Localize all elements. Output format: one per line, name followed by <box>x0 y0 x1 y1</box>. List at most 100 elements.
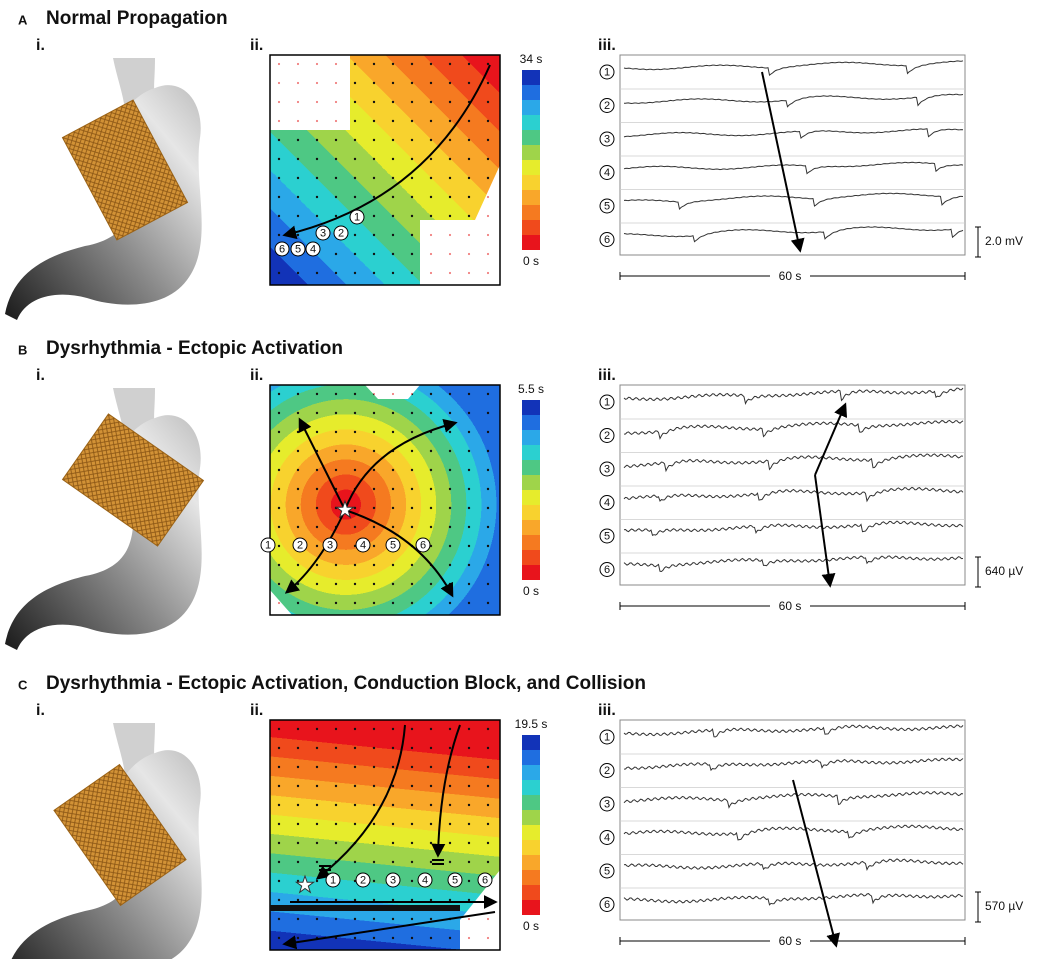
electrode-dot <box>296 860 300 864</box>
trace-propagation-arrow <box>814 474 836 588</box>
electrode-dot <box>315 803 319 807</box>
electrode-dot <box>334 176 338 180</box>
electrode-dot <box>334 157 338 161</box>
electrode-dot <box>277 879 281 883</box>
electrode-dot <box>334 138 338 142</box>
electrode-dot <box>486 601 490 605</box>
electrode-dot <box>391 100 395 104</box>
inactive-electrode <box>486 214 490 218</box>
electrode-marker <box>417 872 433 888</box>
colorbar-max: 19.5 s <box>515 717 548 731</box>
electrode-dot <box>448 176 452 180</box>
electrode-dot <box>448 563 452 567</box>
inactive-electrode <box>486 252 490 256</box>
electrode-dot <box>277 430 281 434</box>
electrode-dot <box>467 879 471 883</box>
electrode-dot <box>353 917 357 921</box>
electrode-dot <box>372 214 376 218</box>
electrode-dot <box>277 487 281 491</box>
electrode-dot <box>372 468 376 472</box>
electrode-dot <box>315 784 319 788</box>
electrode-dot <box>372 100 376 104</box>
electrode-dot <box>334 430 338 434</box>
electrode-dot <box>429 214 433 218</box>
electrode-dot <box>410 100 414 104</box>
electrode-dot <box>429 157 433 161</box>
electrode-dot <box>410 917 414 921</box>
sub-label: i. <box>36 367 45 384</box>
electrode-dot <box>296 214 300 218</box>
electrode-dot <box>391 81 395 85</box>
electrode-dot <box>296 746 300 750</box>
electrode-dot <box>353 582 357 586</box>
trace-propagation-arrow <box>814 402 848 476</box>
electrode-dot <box>315 601 319 605</box>
electrode-dot <box>353 252 357 256</box>
electrode-dot <box>315 879 319 883</box>
electrode-dot <box>315 138 319 142</box>
ectopic-pacemaker <box>294 874 316 894</box>
electrode-dot <box>467 860 471 864</box>
electrode-dot <box>391 727 395 731</box>
electrode-dot <box>334 784 338 788</box>
electrode-dot <box>429 138 433 142</box>
electrode-dot <box>486 525 490 529</box>
trace-box <box>619 719 966 921</box>
electrode-dot <box>315 860 319 864</box>
stomach-illustration <box>5 58 202 321</box>
electrode-dot <box>448 803 452 807</box>
electrode-dot <box>448 525 452 529</box>
electrode-dot <box>391 138 395 142</box>
time-label: 60 s <box>779 269 802 283</box>
inactive-electrode <box>448 271 452 275</box>
electrode-dot <box>410 195 414 199</box>
colorbar-max: 5.5 s <box>518 382 544 396</box>
electrode-dot <box>448 119 452 123</box>
sub-label: iii. <box>598 367 616 384</box>
electrode-dot <box>429 487 433 491</box>
electrode-marker <box>355 872 371 888</box>
trace-electrode-number: 4 <box>604 497 610 509</box>
electrode-dot <box>315 392 319 396</box>
electrode-dot <box>277 157 281 161</box>
electrode-dot <box>410 271 414 275</box>
electrode-dot <box>429 601 433 605</box>
electrode-dot <box>334 936 338 940</box>
electrode-dot <box>391 430 395 434</box>
electrode-dot <box>334 411 338 415</box>
trace-electrode-marker <box>599 495 615 510</box>
electrode-dot <box>448 822 452 826</box>
electrode-dot <box>486 176 490 180</box>
trace-electrode-number: 4 <box>604 167 610 179</box>
electrode-dot <box>315 544 319 548</box>
electrogram-trace <box>623 128 964 140</box>
electrode-marker <box>305 241 321 257</box>
electrode-marker <box>325 872 341 888</box>
electrode-dot <box>486 860 490 864</box>
electrode-dot <box>448 784 452 788</box>
electrode-dot <box>277 822 281 826</box>
electrode-dot <box>353 62 357 66</box>
electrode-dot <box>410 563 414 567</box>
electrode-dot <box>277 411 281 415</box>
time-label: 60 s <box>779 599 802 613</box>
electrode-number: 1 <box>330 874 336 886</box>
electrode-dot <box>448 392 452 396</box>
inactive-electrode <box>277 119 281 123</box>
electrode-dot <box>467 487 471 491</box>
electrode-dot <box>410 252 414 256</box>
electrode-dot <box>486 157 490 161</box>
electrode-dot <box>277 214 281 218</box>
sub-label: i. <box>36 37 45 54</box>
electrode-dot <box>315 765 319 769</box>
electrode-dot <box>467 176 471 180</box>
electrode-dot <box>448 449 452 453</box>
stomach-illustration <box>11 723 202 959</box>
electrode-dot <box>296 898 300 902</box>
propagation-arrow <box>284 509 346 594</box>
isochrone-region <box>270 385 500 615</box>
electrode-dot <box>410 582 414 586</box>
electrode-dot <box>467 601 471 605</box>
amplitude-bar <box>975 226 981 258</box>
electrode-dot <box>467 544 471 548</box>
